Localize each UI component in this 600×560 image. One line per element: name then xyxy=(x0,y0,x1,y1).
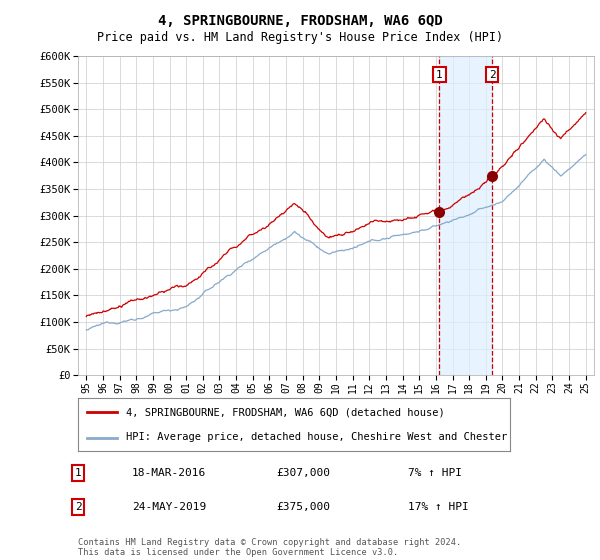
Bar xyxy=(439,56,492,375)
Text: 4, SPRINGBOURNE, FRODSHAM, WA6 6QD (detached house): 4, SPRINGBOURNE, FRODSHAM, WA6 6QD (deta… xyxy=(125,408,444,418)
Text: 4, SPRINGBOURNE, FRODSHAM, WA6 6QD: 4, SPRINGBOURNE, FRODSHAM, WA6 6QD xyxy=(158,14,442,28)
Text: 1: 1 xyxy=(74,468,82,478)
Text: 18-MAR-2016: 18-MAR-2016 xyxy=(132,468,206,478)
Text: 17% ↑ HPI: 17% ↑ HPI xyxy=(408,502,469,512)
Text: 2: 2 xyxy=(74,502,82,512)
Text: 24-MAY-2019: 24-MAY-2019 xyxy=(132,502,206,512)
Text: Price paid vs. HM Land Registry's House Price Index (HPI): Price paid vs. HM Land Registry's House … xyxy=(97,31,503,44)
Text: 2: 2 xyxy=(489,69,496,80)
Text: £307,000: £307,000 xyxy=(276,468,330,478)
Text: £375,000: £375,000 xyxy=(276,502,330,512)
Text: 7% ↑ HPI: 7% ↑ HPI xyxy=(408,468,462,478)
Text: 1: 1 xyxy=(436,69,443,80)
Text: Contains HM Land Registry data © Crown copyright and database right 2024.
This d: Contains HM Land Registry data © Crown c… xyxy=(78,538,461,557)
Text: HPI: Average price, detached house, Cheshire West and Chester: HPI: Average price, detached house, Ches… xyxy=(125,432,507,442)
